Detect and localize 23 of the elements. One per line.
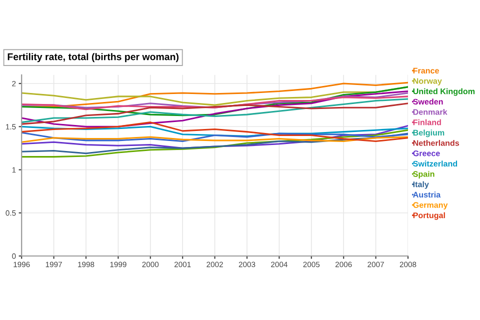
legend-label: Netherlands [413,140,460,146]
legend-label: Belgium [413,130,444,138]
legend-label: Denmark [413,108,448,115]
legend-label: Sweden [413,98,443,105]
chart-title: Fertility rate, total (births per woman) [8,53,178,62]
line-series [22,90,408,128]
legend-label: United Kingdom [413,88,475,96]
line-series [22,96,408,110]
line-series [22,122,408,142]
line-series [22,86,408,116]
legend-label: Austria [413,192,441,198]
legend-label: Switzerland [413,160,458,167]
legend-label: Italy [413,181,429,189]
legend-label: Finland [413,119,441,126]
legend-label: France [413,68,439,74]
legend-label: Portugal [413,212,445,220]
legend-label: Norway [413,78,442,86]
line-series [22,132,408,142]
line-series [22,98,408,124]
legend-label: Greece [413,150,440,156]
line-series [22,102,408,125]
legend-label: Germany [413,202,448,210]
legend-label: Spain [413,170,434,178]
